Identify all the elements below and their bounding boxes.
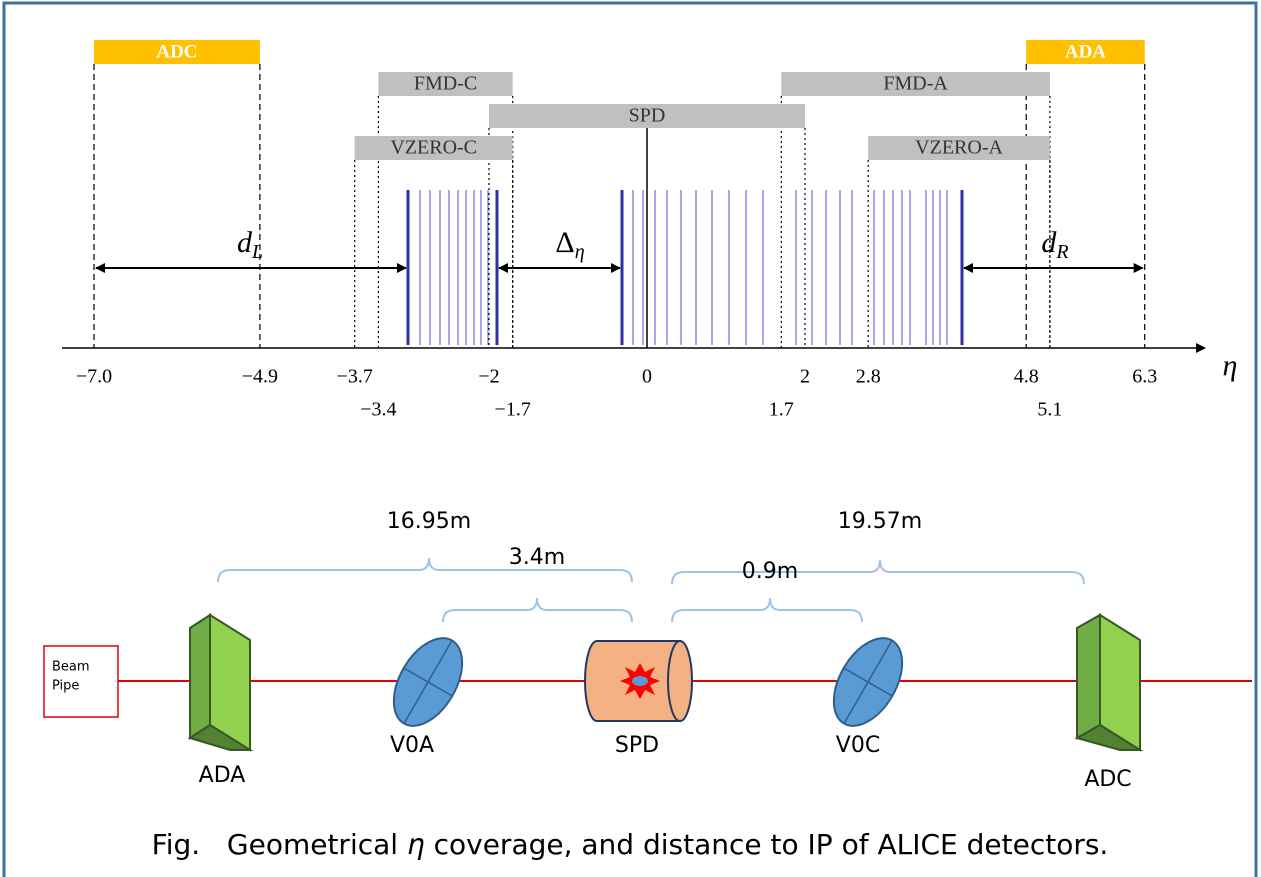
eta-diagram: η −7.0 −4.9 −3.7 −2 0 2 2.8 4.8 6.3 −3.4 −1.7 1.7 5.1… [62, 40, 1237, 421]
detector-label: SPD [629, 105, 666, 127]
gap-symbol: Δ [555, 226, 574, 259]
brace [443, 598, 632, 622]
tick-label: −2 [478, 366, 499, 388]
tick-label: −3.7 [337, 366, 373, 388]
detector-label: V0A [390, 733, 434, 758]
adc-shape [1077, 615, 1140, 750]
distance-label: 19.57m [838, 509, 922, 534]
detector-label: V0C [836, 733, 880, 758]
tick-label: 0 [642, 366, 652, 388]
tick-label: −3.4 [360, 399, 396, 421]
distance-label: 3.4m [509, 545, 565, 570]
detector-label: FMD-A [883, 73, 948, 95]
brace [672, 598, 862, 622]
gap-symbol: d [1041, 226, 1057, 259]
gap-subscript: R [1055, 241, 1068, 263]
detector-label: ADA [199, 763, 246, 788]
beam-pipe-label: Pipe [52, 679, 79, 694]
tick-label: 4.8 [1014, 366, 1039, 388]
gap-label: dR [1041, 226, 1068, 263]
caption: Fig. Geometrical η coverage, and distanc… [152, 828, 1109, 861]
gap-symbol: d [237, 226, 253, 259]
tick-label: −4.9 [242, 366, 278, 388]
beam-pipe-label: Beam [52, 660, 90, 675]
distance-label: 16.95m [387, 509, 471, 534]
gap-subscript: L [251, 241, 263, 263]
tick-label: 1.7 [769, 399, 794, 421]
spd-shape [585, 641, 692, 721]
tick-label: 5.1 [1037, 399, 1062, 421]
caption-text: Fig. Geometrical [152, 828, 407, 861]
ada-shape [190, 615, 250, 750]
brace [672, 560, 1084, 584]
gap-label: Δη [555, 226, 584, 263]
tick-label: −7.0 [76, 366, 112, 388]
detector-label: ADA [1065, 41, 1106, 62]
caption-text: coverage, and distance to IP of ALICE de… [425, 828, 1109, 861]
detector-label: SPD [615, 733, 659, 758]
distance-label: 0.9m [742, 559, 798, 584]
layout-diagram: Beam Pipe [44, 509, 1252, 792]
page: η −7.0 −4.9 −3.7 −2 0 2 2.8 4.8 6.3 −3.4 −1.7 1.7 5.1… [0, 0, 1261, 877]
detector-label: ADC [156, 41, 197, 62]
detector-label: ADC [1084, 767, 1131, 792]
gap-subscript: η [575, 241, 585, 263]
tick-label: 2.8 [856, 366, 881, 388]
tick-label: −1.7 [495, 399, 531, 421]
detector-label: VZERO-C [390, 137, 477, 159]
detector-label: FMD-C [414, 73, 477, 95]
detector-label: VZERO-A [915, 137, 1003, 159]
brace [218, 558, 632, 582]
gap-label: dL [237, 226, 263, 263]
axis-label: η [1223, 349, 1238, 382]
tick-label: 2 [800, 366, 810, 388]
tick-label: 6.3 [1132, 366, 1157, 388]
caption-symbol: η [407, 828, 425, 861]
